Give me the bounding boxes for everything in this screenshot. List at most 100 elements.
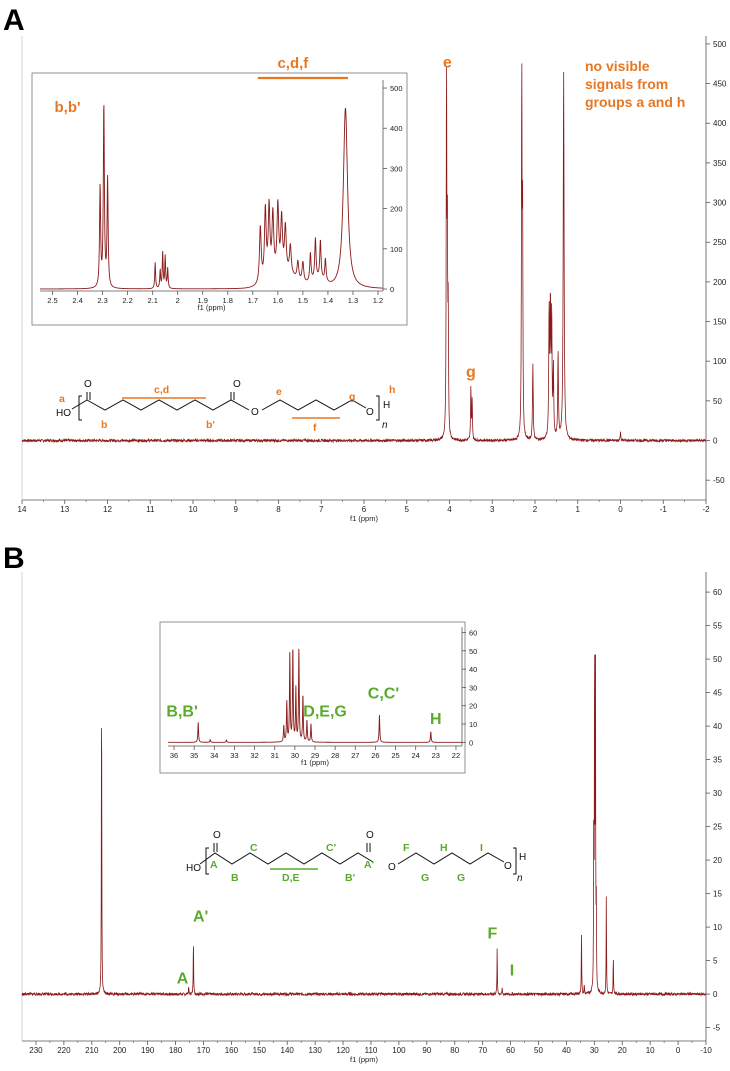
y-tick-label: 200 [713,278,727,287]
x-tick-label: 34 [210,751,218,760]
y-tick-label: 50 [469,647,477,656]
y-tick-label: 400 [390,124,403,133]
x-tick-label: 1.4 [323,296,333,305]
x-tick-label: 210 [85,1046,99,1055]
x-tick-label: 100 [392,1046,406,1055]
spectrum-trace [168,648,462,743]
x-tick-label: 200 [113,1046,127,1055]
x-tick-label: 26 [371,751,379,760]
y-tick-label: 0 [713,990,718,999]
note-line-1: no visible [585,58,650,74]
x-tick-label: 170 [197,1046,211,1055]
struct-label-b: b [101,419,107,431]
struct-label-G2: G [457,872,465,884]
struct-label-Ap: A' [364,859,374,871]
carbon-nmr-main-chart: 230 220 210 200 190 180 170 160 150 140 130 120 110 1… [21,572,722,1064]
struct-bracket-left [78,395,82,421]
x-tick-label: 30 [291,751,299,760]
x-tick-label: 24 [412,751,420,760]
x-tick-label: 10 [646,1046,655,1055]
x-tick-label: 1.9 [198,296,208,305]
x-tick-label: 25 [391,751,399,760]
peak-label: F [488,925,498,942]
x-tick-label: 11 [146,505,155,514]
note-line-2: signals from [585,76,668,92]
peak-label: g [466,364,476,381]
x-tick-label: 190 [141,1046,155,1055]
struct-label-a: a [59,393,65,405]
x-tick-label: 150 [253,1046,267,1055]
peak-label: C,C' [368,685,399,702]
y-tick-label: -50 [713,476,725,485]
struct-o-carbonyl-1: O [213,830,221,841]
x-tick-label: 23 [432,751,440,760]
peak-label: A [177,970,189,987]
struct-label-g: g [349,391,355,403]
x-tick-label: 60 [506,1046,515,1055]
struct-o-ester: O [251,407,259,418]
x-tick-label: 80 [450,1046,459,1055]
x-tick-label: 14 [18,505,27,514]
x-tick-label: 28 [331,751,339,760]
y-tick-label: 40 [469,665,477,674]
peak-label: A' [193,909,208,926]
struct-bracket-left [205,847,209,875]
panel-letter-a: A [3,4,25,37]
struct-h-end: H [519,852,526,863]
x-tick-label: 12 [103,505,112,514]
y-tick-label: -5 [713,1024,721,1033]
x-tick-label: -1 [660,505,668,514]
y-tick-label: 250 [713,238,727,247]
x-tick-label: 5 [405,505,410,514]
peak-label: b,b' [55,99,81,116]
x-tick-label: 130 [308,1046,322,1055]
x-tick-label: 1.6 [273,296,283,305]
struct-label-G1: G [421,872,429,884]
x-tick-label: 50 [534,1046,543,1055]
struct-label-f: f [313,422,317,434]
x-tick-label: 10 [189,505,198,514]
x-tick-label: 7 [319,505,324,514]
struct-label-Bp: B' [345,872,355,884]
x-tick-label: 31 [271,751,279,760]
proton-nmr-inset-chart: 2.5 2.4 2.3 2.2 2.1 2 1.9 1.8 1.7 1.6 1.5 1.4 1.3 1.2… [40,55,403,312]
struct-n: n [517,873,523,884]
x-tick-label: 29 [311,751,319,760]
peak-label: H [430,711,442,728]
y-tick-label: 45 [713,689,722,698]
x-tick-label: 2 [176,296,180,305]
x-axis-title: f1 (ppm) [301,758,329,767]
y-tick-label: 30 [713,789,722,798]
x-tick-label: 27 [351,751,359,760]
carbon-inset-frame [159,621,466,774]
y-tick-label: 35 [713,756,722,765]
struct-h-end: H [383,400,390,411]
y-tick-label: 400 [713,119,727,128]
x-tick-label: 70 [478,1046,487,1055]
y-tick-label: 10 [469,720,477,729]
x-axis-title: f1 (ppm) [198,303,226,312]
struct-chain [199,852,374,865]
x-axis-title: f1 (ppm) [350,1055,378,1064]
x-tick-label: 160 [225,1046,239,1055]
struct-bracket-right [513,847,517,875]
y-tick-label: 30 [469,683,477,692]
y-tick-label: 15 [713,890,722,899]
peak-label: e [443,55,452,72]
x-tick-label: 33 [230,751,238,760]
peak-label: B,B' [166,704,197,721]
x-tick-label: 220 [57,1046,71,1055]
x-tick-label: 230 [29,1046,43,1055]
y-tick-label: 40 [713,722,722,731]
x-tick-label: 2.1 [147,296,157,305]
peak-label: c,d,f [277,55,309,72]
x-tick-label: 2 [533,505,538,514]
x-tick-label: 0 [676,1046,681,1055]
y-tick-label: 0 [469,738,473,747]
struct-n: n [382,420,388,431]
peak-label: I [510,962,514,979]
struct-label-bp: b' [206,419,215,431]
carbon-structure: HO O O O O H n A B C D,E C' B' A' F G H … [186,830,526,884]
x-tick-label: 110 [365,1046,378,1055]
y-tick-label: 300 [713,199,727,208]
